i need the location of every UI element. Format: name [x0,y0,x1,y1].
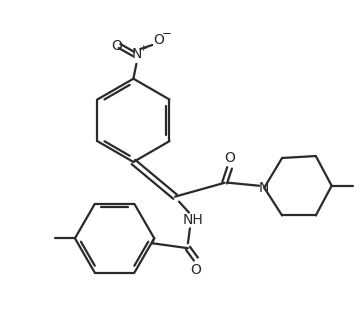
Text: N: N [259,181,269,195]
Text: −: − [162,26,172,40]
Text: NH: NH [183,214,203,227]
Text: O: O [153,33,164,47]
Text: O: O [224,151,235,165]
Text: O: O [190,263,201,277]
Text: N: N [131,47,141,61]
Text: +: + [140,44,147,54]
Text: O: O [111,39,122,53]
